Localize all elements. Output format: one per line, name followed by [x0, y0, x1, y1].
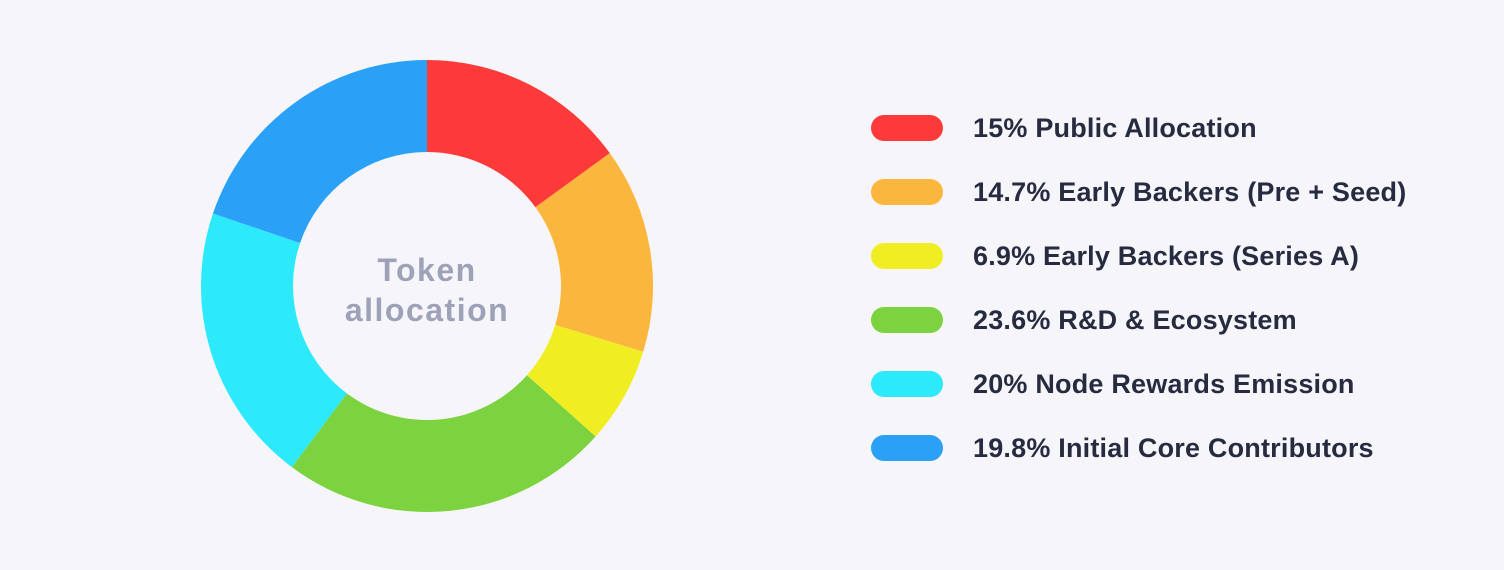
legend-label: 14.7% Early Backers (Pre + Seed): [973, 176, 1407, 207]
legend-label: 19.8% Initial Core Contributors: [973, 432, 1374, 463]
legend-label: 23.6% R&D & Ecosystem: [973, 304, 1297, 335]
donut-chart: [201, 60, 653, 512]
legend-swatch-yellow: [871, 243, 943, 269]
donut-slice-3: [291, 375, 596, 512]
legend-item-public-allocation: 15% Public Allocation: [871, 112, 1406, 143]
donut-slice-2: [526, 325, 644, 437]
legend-swatch-cyan: [871, 371, 943, 397]
legend-item-initial-core-contributors: 19.8% Initial Core Contributors: [871, 432, 1406, 463]
legend-swatch-red: [871, 115, 943, 141]
legend-label: 20% Node Rewards Emission: [973, 368, 1355, 399]
legend-swatch-blue: [871, 435, 943, 461]
donut-slice-5: [212, 60, 427, 243]
legend-swatch-green: [871, 307, 943, 333]
donut-slice-1: [535, 153, 653, 352]
legend-item-rd-ecosystem: 23.6% R&D & Ecosystem: [871, 304, 1406, 335]
legend-swatch-orange: [871, 179, 943, 205]
donut-slice-4: [201, 213, 347, 468]
legend-label: 6.9% Early Backers (Series A): [973, 240, 1360, 271]
legend-item-early-backers-pre-seed: 14.7% Early Backers (Pre + Seed): [871, 176, 1407, 207]
legend-item-early-backers-series-a: 6.9% Early Backers (Series A): [871, 240, 1406, 271]
donut-slice-0: [427, 60, 610, 208]
legend-label: 15% Public Allocation: [973, 112, 1257, 143]
donut-chart-container: Token allocation: [201, 60, 653, 512]
legend-item-node-rewards-emission: 20% Node Rewards Emission: [871, 368, 1406, 399]
chart-legend: 15% Public Allocation 14.7% Early Backer…: [871, 112, 1407, 463]
